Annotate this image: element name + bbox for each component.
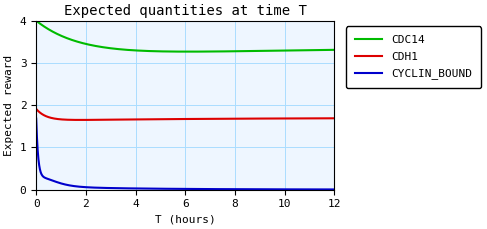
CYCLIN_BOUND: [323, 188, 329, 191]
Title: Expected quantities at time T: Expected quantities at time T: [64, 4, 307, 18]
X-axis label: T (hours): T (hours): [155, 215, 216, 225]
CDH1: [49, 117, 55, 119]
CDH1: [78, 119, 84, 121]
CDH1: [331, 117, 337, 120]
Line: CDH1: CDH1: [36, 109, 334, 120]
CDC14: [268, 49, 274, 52]
CDC14: [49, 30, 55, 32]
CDH1: [323, 117, 329, 120]
CDH1: [268, 117, 274, 120]
CYCLIN_BOUND: [33, 117, 39, 120]
CDH1: [323, 117, 329, 120]
CDC14: [323, 49, 329, 51]
CDH1: [33, 108, 39, 110]
CDC14: [33, 19, 39, 22]
CDC14: [170, 50, 176, 53]
CDH1: [178, 118, 184, 120]
CYCLIN_BOUND: [322, 188, 328, 191]
CYCLIN_BOUND: [170, 188, 176, 190]
CDH1: [170, 118, 176, 120]
Line: CDC14: CDC14: [36, 21, 334, 52]
Y-axis label: Expected reward: Expected reward: [4, 55, 14, 156]
CYCLIN_BOUND: [268, 188, 274, 191]
CYCLIN_BOUND: [331, 188, 337, 191]
CDC14: [331, 49, 337, 51]
CYCLIN_BOUND: [178, 188, 184, 190]
CDC14: [178, 50, 184, 53]
Line: CYCLIN_BOUND: CYCLIN_BOUND: [36, 119, 334, 189]
CYCLIN_BOUND: [49, 179, 55, 182]
Legend: CDC14, CDH1, CYCLIN_BOUND: CDC14, CDH1, CYCLIN_BOUND: [346, 26, 481, 88]
CDC14: [186, 50, 192, 53]
CDC14: [323, 49, 329, 51]
